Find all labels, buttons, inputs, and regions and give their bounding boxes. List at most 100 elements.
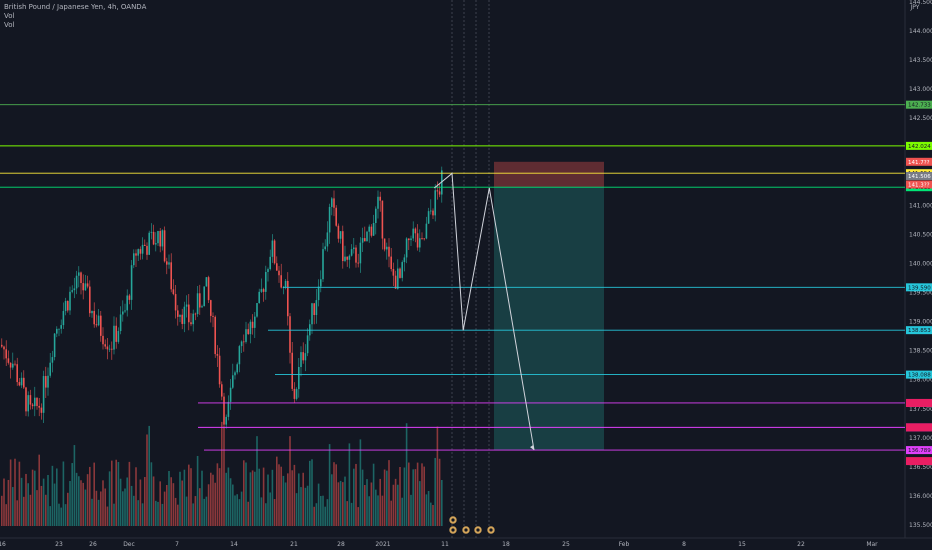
candle-body <box>185 304 188 307</box>
volume-bar <box>441 480 443 526</box>
candle-body <box>53 333 56 358</box>
candle-body <box>258 291 260 304</box>
candle-body <box>25 387 27 412</box>
volume-bar <box>185 496 188 526</box>
economic-event-icon[interactable] <box>448 515 458 525</box>
volume-bar <box>289 436 291 526</box>
volume-bar <box>218 468 221 526</box>
stop-loss-zone[interactable] <box>494 161 604 188</box>
candle-body <box>9 362 12 368</box>
candle-body <box>141 244 144 254</box>
volume-bar <box>287 473 289 526</box>
candle-body <box>359 242 362 264</box>
price-level-badge-label: 136.789 <box>908 448 931 454</box>
y-tick-label: 139.000 <box>909 319 932 326</box>
candle-body <box>218 355 221 385</box>
candle-body <box>333 198 335 208</box>
volume-bar <box>113 503 115 526</box>
economic-event-icon[interactable] <box>448 525 458 535</box>
candle-body <box>161 230 164 247</box>
candle-body <box>331 198 333 207</box>
volume-bar <box>141 503 144 526</box>
candle-body <box>313 303 315 316</box>
candle-body <box>337 225 340 239</box>
candle-body <box>86 283 89 287</box>
x-tick-label: 16 <box>0 541 6 548</box>
projection-path[interactable] <box>433 172 535 451</box>
volume-bar <box>75 472 78 526</box>
candle-body <box>95 324 98 326</box>
volume-bar <box>245 462 247 526</box>
volume-bar <box>144 477 146 526</box>
volume-bar <box>159 481 161 526</box>
volume-bar <box>194 496 197 526</box>
candle-body <box>249 321 252 335</box>
candle-body <box>238 346 241 365</box>
candle-body <box>392 269 395 276</box>
volume-bar <box>199 488 201 526</box>
candle-body <box>335 207 337 226</box>
volume-bar <box>205 496 208 526</box>
take-profit-zone[interactable] <box>494 187 604 451</box>
volume-bar <box>357 507 359 526</box>
candle-body <box>339 231 342 239</box>
volume-bar <box>62 461 65 526</box>
volume-bar <box>69 481 71 526</box>
volume-bar <box>425 494 428 526</box>
volume-bar <box>423 466 425 526</box>
volume-bar <box>249 472 252 526</box>
volume-bar <box>150 462 153 526</box>
candle-body <box>386 246 388 250</box>
candle-body <box>155 243 157 245</box>
volume-bar <box>353 468 355 526</box>
candle-body <box>423 238 425 240</box>
volume-bar <box>236 494 238 526</box>
y-tick-label: 137.500 <box>909 406 932 413</box>
y-tick-label: 137.000 <box>909 435 932 442</box>
candle-body <box>163 230 166 262</box>
economic-event-icon[interactable] <box>473 525 483 535</box>
volume-bar <box>366 479 368 526</box>
volume-label-2[interactable]: Vol <box>4 21 15 29</box>
candle-body <box>102 335 104 345</box>
candle-body <box>401 262 403 278</box>
volume-bar <box>227 467 230 526</box>
candle-body <box>135 253 137 256</box>
price-level-badge-label: 138.088 <box>908 373 931 379</box>
candle-body <box>344 256 346 262</box>
candle-body <box>210 300 212 316</box>
volume-bar <box>405 423 408 526</box>
candle-body <box>45 376 47 388</box>
volume-bar <box>317 483 320 526</box>
candle-body <box>227 401 230 417</box>
economic-event-icon[interactable] <box>486 525 496 535</box>
x-tick-label: 2021 <box>375 541 390 548</box>
volume-bar <box>53 483 56 526</box>
x-tick-label: 26 <box>89 541 97 548</box>
volume-bar <box>89 466 91 526</box>
candle-body <box>201 306 203 308</box>
candle-body <box>427 211 430 224</box>
volume-bar <box>104 488 106 526</box>
volume-bar <box>20 477 23 526</box>
candle-body <box>144 244 146 246</box>
symbol-title[interactable]: British Pound / Japanese Yen, 4h, OANDA <box>4 3 147 11</box>
volume-bar <box>203 498 205 526</box>
price-level-badge-label: 139.590 <box>908 285 931 291</box>
y-tick-label: 144.000 <box>909 28 932 35</box>
volume-bar <box>115 459 117 526</box>
volume-bar <box>390 500 392 526</box>
volume-bar <box>47 474 49 526</box>
volume-bar <box>82 482 84 526</box>
volume-bar <box>152 476 155 526</box>
volume-bar <box>234 495 236 526</box>
candle-body <box>183 306 186 324</box>
volume-bar <box>326 499 329 526</box>
volume-label-1[interactable]: Vol <box>4 12 15 20</box>
candle-body <box>159 230 161 247</box>
economic-event-icon[interactable] <box>461 525 471 535</box>
candle-body <box>372 222 375 236</box>
candle-body <box>322 249 324 280</box>
volume-bar <box>225 472 227 526</box>
